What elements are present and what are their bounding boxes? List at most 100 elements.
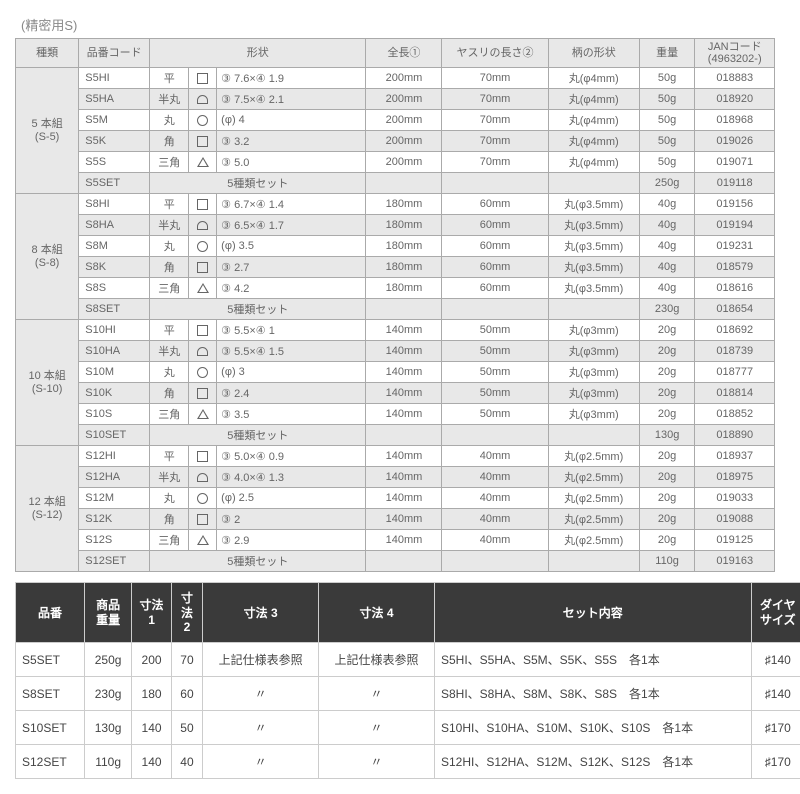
cell: 40mm xyxy=(442,488,548,509)
t2-header: ダイヤ サイズ xyxy=(751,583,800,643)
set-code: S10SET xyxy=(79,425,150,446)
t1-row: S8S三角③ 4.2180mm60mm丸(φ3.5mm)40g018616 xyxy=(16,278,775,299)
cell: 200mm xyxy=(366,131,442,152)
cell xyxy=(442,299,548,320)
cell: S10SET xyxy=(16,711,85,745)
cell xyxy=(548,551,639,572)
shape-jp: 丸 xyxy=(150,362,189,383)
cell xyxy=(442,551,548,572)
cell: 40mm xyxy=(442,530,548,551)
shape-jp: 半丸 xyxy=(150,215,189,236)
cell: S8K xyxy=(79,257,150,278)
cell: 140mm xyxy=(366,404,442,425)
cell: 140mm xyxy=(366,362,442,383)
t1-row: S5S三角③ 5.0200mm70mm丸(φ4mm)50g019071 xyxy=(16,152,775,173)
shape-jp: 半丸 xyxy=(150,341,189,362)
cell: 200mm xyxy=(366,89,442,110)
t1-header: 柄の形状 xyxy=(548,39,639,68)
t2-row: S5SET250g20070上記仕様表参照上記仕様表参照S5HI、S5HA、S5… xyxy=(16,643,800,677)
cell: 110g xyxy=(639,551,695,572)
cell: 50g xyxy=(639,152,695,173)
cell: S5HI、S5HA、S5M、S5K、S5S 各1本 xyxy=(434,643,751,677)
shape-icon xyxy=(189,467,217,488)
cell: 019088 xyxy=(695,509,775,530)
cell: S10M xyxy=(79,362,150,383)
cell: 60 xyxy=(171,677,202,711)
shape-icon xyxy=(189,488,217,509)
t1-header: 品番コード xyxy=(79,39,150,68)
cell: 140mm xyxy=(366,509,442,530)
cell: 180mm xyxy=(366,257,442,278)
t1-header: 種類 xyxy=(16,39,79,68)
cell: 018890 xyxy=(695,425,775,446)
cell: 50g xyxy=(639,131,695,152)
cell: S10K xyxy=(79,383,150,404)
cell: 230g xyxy=(639,299,695,320)
dim: ③ 2.9 xyxy=(217,530,366,551)
cell: 丸(φ3.5mm) xyxy=(548,215,639,236)
cell: 70mm xyxy=(442,68,548,89)
shape-jp: 平 xyxy=(150,68,189,89)
shape-jp: 三角 xyxy=(150,152,189,173)
cell: 60mm xyxy=(442,236,548,257)
cell: 丸(φ3mm) xyxy=(548,383,639,404)
t1-header: JANコード (4963202-) xyxy=(695,39,775,68)
group-label: 12 本組 (S-12) xyxy=(16,446,79,572)
cell: 丸(φ4mm) xyxy=(548,152,639,173)
cell: 019163 xyxy=(695,551,775,572)
cell: 50 xyxy=(171,711,202,745)
cell: 140mm xyxy=(366,320,442,341)
cell: 018920 xyxy=(695,89,775,110)
cell: 丸(φ3.5mm) xyxy=(548,236,639,257)
dim: ③ 4.0×④ 1.3 xyxy=(217,467,366,488)
dim: ③ 5.0×④ 0.9 xyxy=(217,446,366,467)
cell: 200mm xyxy=(366,68,442,89)
cell: 140mm xyxy=(366,530,442,551)
shape-jp: 丸 xyxy=(150,488,189,509)
t1-row: S5K角③ 3.2200mm70mm丸(φ4mm)50g019026 xyxy=(16,131,775,152)
dim: (φ) 4 xyxy=(217,110,366,131)
t1-row: S10HA半丸③ 5.5×④ 1.5140mm50mm丸(φ3mm)20g018… xyxy=(16,341,775,362)
cell xyxy=(366,425,442,446)
cell xyxy=(548,173,639,194)
cell: 上記仕様表参照 xyxy=(319,643,435,677)
shape-icon xyxy=(189,152,217,173)
t2-header: 寸法 3 xyxy=(203,583,319,643)
cell: 50g xyxy=(639,68,695,89)
cell: 018814 xyxy=(695,383,775,404)
dim: ③ 3.5 xyxy=(217,404,366,425)
t1-row: S5M丸(φ) 4200mm70mm丸(φ4mm)50g018968 xyxy=(16,110,775,131)
set-label: 5種類セット xyxy=(150,425,366,446)
t1-row: S12S三角③ 2.9140mm40mm丸(φ2.5mm)20g019125 xyxy=(16,530,775,551)
cell xyxy=(366,551,442,572)
cell: 60mm xyxy=(442,194,548,215)
t1-row: S12M丸(φ) 2.5140mm40mm丸(φ2.5mm)20g019033 xyxy=(16,488,775,509)
cell xyxy=(442,425,548,446)
cell: 200mm xyxy=(366,110,442,131)
cell: 20g xyxy=(639,509,695,530)
shape-icon xyxy=(189,446,217,467)
cell: S10HA xyxy=(79,341,150,362)
dim: ③ 3.2 xyxy=(217,131,366,152)
cell: 70mm xyxy=(442,89,548,110)
shape-icon xyxy=(189,215,217,236)
cell: ♯170 xyxy=(751,711,800,745)
cell: 丸(φ4mm) xyxy=(548,131,639,152)
t1-set-row: S8SET5種類セット230g018654 xyxy=(16,299,775,320)
shape-icon xyxy=(189,362,217,383)
cell: 上記仕様表参照 xyxy=(203,643,319,677)
cell: S5HI xyxy=(79,68,150,89)
cell: 丸(φ2.5mm) xyxy=(548,509,639,530)
dim: ③ 2 xyxy=(217,509,366,530)
cell: S12M xyxy=(79,488,150,509)
t2-header: 商品 重量 xyxy=(84,583,131,643)
cell: 〃 xyxy=(319,677,435,711)
cell: 丸(φ3.5mm) xyxy=(548,278,639,299)
t1-row: S10S三角③ 3.5140mm50mm丸(φ3mm)20g018852 xyxy=(16,404,775,425)
cell: 丸(φ3.5mm) xyxy=(548,194,639,215)
cell: S8HA xyxy=(79,215,150,236)
cell: 40mm xyxy=(442,446,548,467)
shape-jp: 平 xyxy=(150,446,189,467)
cell: S8HI、S8HA、S8M、S8K、S8S 各1本 xyxy=(434,677,751,711)
cell: 70mm xyxy=(442,131,548,152)
